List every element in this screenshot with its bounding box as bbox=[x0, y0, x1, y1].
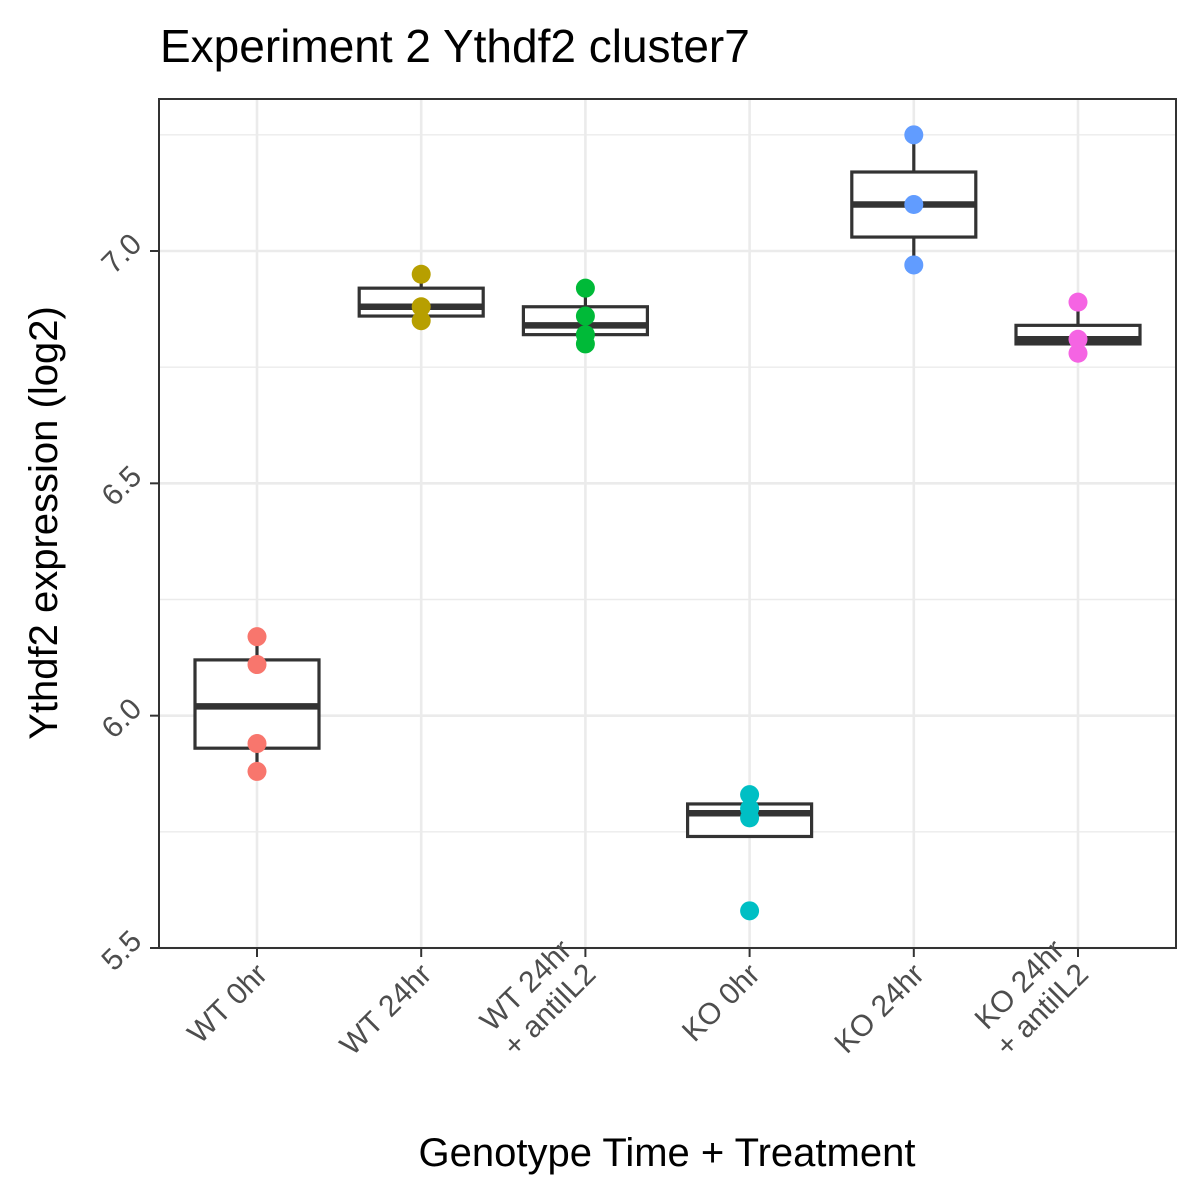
grid bbox=[159, 99, 1176, 950]
point-5-1 bbox=[1068, 329, 1088, 349]
x-tick-label-0: WT 0hr bbox=[181, 958, 273, 1050]
point-0-1 bbox=[247, 655, 267, 675]
plot-panel bbox=[159, 99, 1176, 948]
x-tick-label-5: KO 24hr+ antiIL2 bbox=[966, 934, 1095, 1063]
point-1-2 bbox=[411, 311, 431, 331]
point-2-3 bbox=[575, 334, 595, 354]
point-5-0 bbox=[1068, 292, 1088, 312]
point-1-0 bbox=[411, 264, 431, 284]
y-tick-label-0: 5.5 bbox=[95, 924, 148, 977]
point-0-2 bbox=[247, 734, 267, 754]
plot-panel-border bbox=[158, 98, 1177, 949]
x-axis-title: Genotype Time + Treatment bbox=[419, 1131, 916, 1175]
point-0-0 bbox=[247, 627, 267, 647]
point-3-3 bbox=[740, 901, 760, 921]
y-tick-label-3: 7.0 bbox=[95, 227, 148, 280]
points bbox=[247, 125, 1088, 921]
x-axis: WT 0hr WT 24hr WT 24hr+ antiIL2 KO 0hr KO 24… bbox=[181, 934, 1094, 1063]
x-tick-label-line: KO 0hr bbox=[676, 958, 767, 1049]
point-2-0 bbox=[575, 278, 595, 298]
x-tick-label-3: KO 0hr bbox=[676, 958, 767, 1049]
x-tick-label-line: KO 24hr bbox=[828, 958, 930, 1060]
y-axis-title: Ythdf2 expression (log2) bbox=[22, 306, 66, 740]
point-1-1 bbox=[411, 297, 431, 317]
point-4-2 bbox=[904, 255, 924, 275]
point-3-2 bbox=[740, 808, 760, 828]
y-axis: 5.5 6.0 6.5 7.0 bbox=[95, 227, 159, 977]
point-2-1 bbox=[575, 306, 595, 326]
chart-title: Experiment 2 Ythdf2 cluster7 bbox=[160, 20, 750, 72]
x-tick-label-line: WT 0hr bbox=[181, 958, 273, 1050]
point-4-1 bbox=[904, 195, 924, 215]
y-tick-label-1: 6.0 bbox=[95, 692, 148, 745]
point-3-0 bbox=[740, 785, 760, 805]
y-tick-label-2: 6.5 bbox=[95, 460, 148, 513]
x-tick-label-4: KO 24hr bbox=[828, 958, 930, 1060]
x-tick-label-1: WT 24hr bbox=[334, 958, 438, 1062]
point-0-3 bbox=[247, 761, 267, 781]
point-4-0 bbox=[904, 125, 924, 145]
point-5-2 bbox=[1068, 343, 1088, 363]
x-tick-label-2: WT 24hr+ antiIL2 bbox=[473, 934, 602, 1063]
x-tick-label-line: WT 24hr bbox=[334, 958, 438, 1062]
